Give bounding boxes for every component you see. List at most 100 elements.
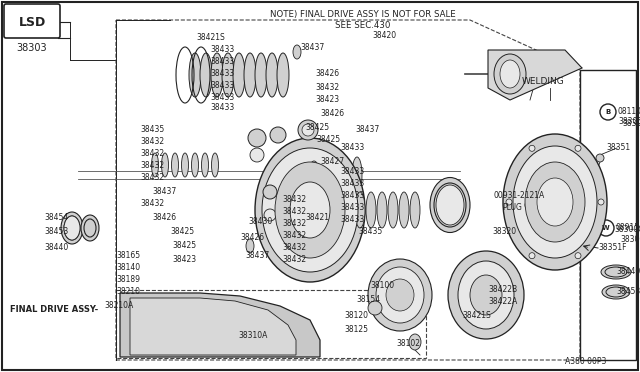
Text: 38437: 38437 bbox=[300, 44, 324, 52]
Ellipse shape bbox=[308, 157, 318, 193]
Text: 38140: 38140 bbox=[116, 263, 140, 273]
Ellipse shape bbox=[399, 192, 409, 228]
Ellipse shape bbox=[202, 153, 209, 177]
Ellipse shape bbox=[602, 285, 630, 299]
Circle shape bbox=[263, 185, 277, 199]
Ellipse shape bbox=[368, 259, 432, 331]
Text: 38421: 38421 bbox=[305, 214, 329, 222]
Text: 38435: 38435 bbox=[358, 228, 382, 237]
Text: PLUG: PLUG bbox=[502, 202, 522, 212]
Ellipse shape bbox=[352, 157, 362, 193]
Text: 38433: 38433 bbox=[340, 180, 364, 189]
Text: 38189: 38189 bbox=[116, 276, 140, 285]
Text: 38100: 38100 bbox=[370, 280, 394, 289]
Text: B: B bbox=[605, 109, 611, 115]
Text: 38300A: 38300A bbox=[618, 118, 640, 126]
Text: 38433: 38433 bbox=[340, 167, 364, 176]
Ellipse shape bbox=[189, 53, 201, 97]
Ellipse shape bbox=[61, 212, 83, 244]
Circle shape bbox=[598, 199, 604, 205]
Text: 38433: 38433 bbox=[210, 103, 234, 112]
Ellipse shape bbox=[266, 53, 278, 97]
Ellipse shape bbox=[246, 239, 254, 253]
Ellipse shape bbox=[310, 161, 318, 175]
Circle shape bbox=[248, 129, 266, 147]
Text: 38433: 38433 bbox=[210, 93, 234, 103]
Circle shape bbox=[596, 154, 604, 162]
Bar bbox=[116, 290, 426, 358]
Text: 38433: 38433 bbox=[340, 203, 364, 212]
Text: 38102: 38102 bbox=[396, 340, 420, 349]
Circle shape bbox=[575, 253, 581, 259]
Text: 38425: 38425 bbox=[172, 241, 196, 250]
Text: LSD: LSD bbox=[19, 16, 45, 29]
Text: 38426: 38426 bbox=[315, 70, 339, 78]
Circle shape bbox=[302, 124, 314, 136]
Text: 38433: 38433 bbox=[340, 144, 364, 153]
Text: 38210A: 38210A bbox=[104, 301, 133, 311]
Ellipse shape bbox=[606, 287, 626, 297]
Ellipse shape bbox=[494, 54, 526, 94]
Text: 38432: 38432 bbox=[140, 161, 164, 170]
Ellipse shape bbox=[409, 334, 421, 350]
Ellipse shape bbox=[537, 178, 573, 226]
Ellipse shape bbox=[341, 157, 351, 193]
Text: WELDING: WELDING bbox=[522, 77, 564, 87]
Ellipse shape bbox=[222, 53, 234, 97]
Text: 38435: 38435 bbox=[140, 125, 164, 135]
Circle shape bbox=[575, 145, 581, 151]
Circle shape bbox=[506, 199, 512, 205]
Ellipse shape bbox=[500, 60, 520, 88]
Text: 38454: 38454 bbox=[44, 214, 68, 222]
Ellipse shape bbox=[66, 219, 78, 237]
Circle shape bbox=[368, 301, 382, 315]
Text: 38426: 38426 bbox=[240, 234, 264, 243]
Ellipse shape bbox=[182, 153, 189, 177]
Text: 38453: 38453 bbox=[616, 288, 640, 296]
Text: 38433: 38433 bbox=[210, 81, 234, 90]
Ellipse shape bbox=[436, 185, 464, 225]
Text: 38351: 38351 bbox=[606, 144, 630, 153]
Text: 38423: 38423 bbox=[315, 96, 339, 105]
Text: 08915-2401A: 08915-2401A bbox=[615, 224, 640, 232]
Ellipse shape bbox=[277, 53, 289, 97]
Text: 38425: 38425 bbox=[170, 228, 194, 237]
Text: 38420: 38420 bbox=[372, 31, 396, 39]
Text: SEE SEC.430: SEE SEC.430 bbox=[335, 22, 390, 31]
Ellipse shape bbox=[330, 157, 340, 193]
Text: A380 00P3: A380 00P3 bbox=[565, 357, 606, 366]
Circle shape bbox=[529, 253, 535, 259]
Ellipse shape bbox=[161, 153, 168, 177]
Ellipse shape bbox=[319, 157, 329, 193]
Text: 38120: 38120 bbox=[344, 311, 368, 321]
Circle shape bbox=[525, 200, 535, 210]
Text: 38300C: 38300C bbox=[620, 235, 640, 244]
Ellipse shape bbox=[286, 157, 296, 193]
Ellipse shape bbox=[525, 162, 585, 242]
Ellipse shape bbox=[470, 275, 502, 315]
Text: 38421S: 38421S bbox=[196, 33, 225, 42]
Ellipse shape bbox=[64, 216, 80, 240]
Text: 38426: 38426 bbox=[320, 109, 344, 118]
Text: 38432: 38432 bbox=[140, 199, 164, 208]
Text: 38425: 38425 bbox=[316, 135, 340, 144]
Circle shape bbox=[529, 145, 535, 151]
Polygon shape bbox=[488, 50, 582, 100]
FancyBboxPatch shape bbox=[4, 4, 60, 38]
Ellipse shape bbox=[64, 216, 80, 240]
Ellipse shape bbox=[601, 265, 631, 279]
Ellipse shape bbox=[275, 157, 285, 193]
Text: 38300C: 38300C bbox=[614, 225, 640, 234]
Text: 38432: 38432 bbox=[282, 256, 306, 264]
Text: 38433: 38433 bbox=[210, 70, 234, 78]
Ellipse shape bbox=[152, 153, 159, 177]
Text: 38432: 38432 bbox=[282, 196, 306, 205]
Circle shape bbox=[298, 120, 318, 140]
Ellipse shape bbox=[172, 153, 179, 177]
Text: 08110-8161B: 08110-8161B bbox=[618, 108, 640, 116]
Text: NOTE) FINAL DRIVE ASSY IS NOT FOR SALE: NOTE) FINAL DRIVE ASSY IS NOT FOR SALE bbox=[270, 10, 456, 19]
Ellipse shape bbox=[233, 53, 245, 97]
Ellipse shape bbox=[255, 138, 365, 282]
Text: 38440: 38440 bbox=[616, 267, 640, 276]
Ellipse shape bbox=[290, 182, 330, 238]
